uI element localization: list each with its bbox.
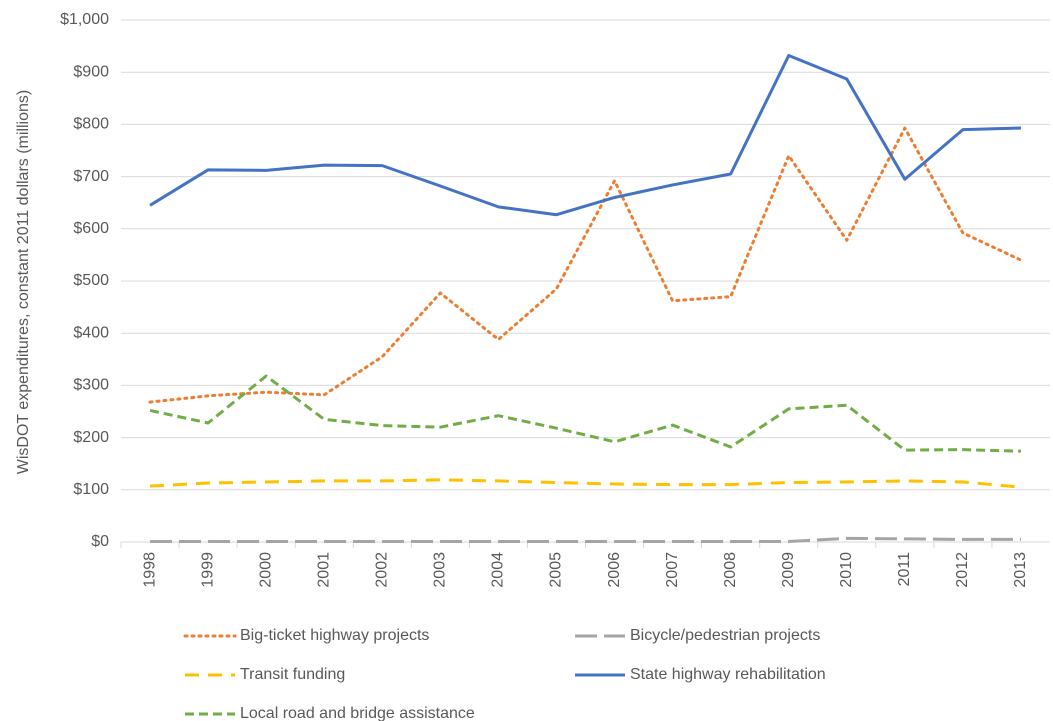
y-tick-label: $500 [73,272,109,289]
x-tick-label: 2008 [722,552,739,588]
x-tick-label: 2004 [490,552,507,588]
x-tick-label: 2001 [315,552,332,588]
series-line [148,126,1023,404]
x-tick-label: 2009 [780,552,797,588]
legend-label: State highway rehabilitation [630,666,826,683]
y-tick-label: $400 [73,324,109,341]
x-tick-label: 2011 [896,552,913,587]
legend-label: Bicycle/pedestrian projects [630,627,820,644]
x-tick-label: 2006 [606,552,623,588]
y-tick-label: $300 [73,377,109,394]
x-tick-label: 2003 [432,552,449,588]
x-tick-label: 2010 [838,552,855,588]
y-tick-label: $1,000 [60,11,109,28]
series-line [149,478,1022,489]
legend-label: Big-ticket highway projects [240,627,429,644]
x-tick-label: 1998 [141,552,158,588]
x-tick-label: 2002 [374,552,391,588]
y-tick-label: $700 [73,168,109,185]
y-tick-label: $600 [73,220,109,237]
x-tick-label: 2005 [548,552,565,588]
y-tick-label: $800 [73,116,109,133]
legend-label: Transit funding [240,666,345,683]
x-tick-label: 2013 [1012,552,1029,588]
y-axis-label: WisDOT expenditures, constant 2011 dolla… [15,90,32,474]
x-tick-label: 2012 [954,552,971,588]
y-tick-label: $200 [73,429,109,446]
legend-label: Local road and bridge assistance [240,705,475,721]
x-tick-label: 2000 [257,552,274,588]
series-line [150,536,1021,543]
y-tick-label: $0 [91,533,109,550]
series-line [149,374,1022,453]
series-line [149,53,1022,217]
x-tick-label: 2007 [664,552,681,588]
y-tick-label: $900 [73,63,109,80]
x-tick-label: 1999 [199,552,216,588]
y-tick-label: $100 [73,481,109,498]
